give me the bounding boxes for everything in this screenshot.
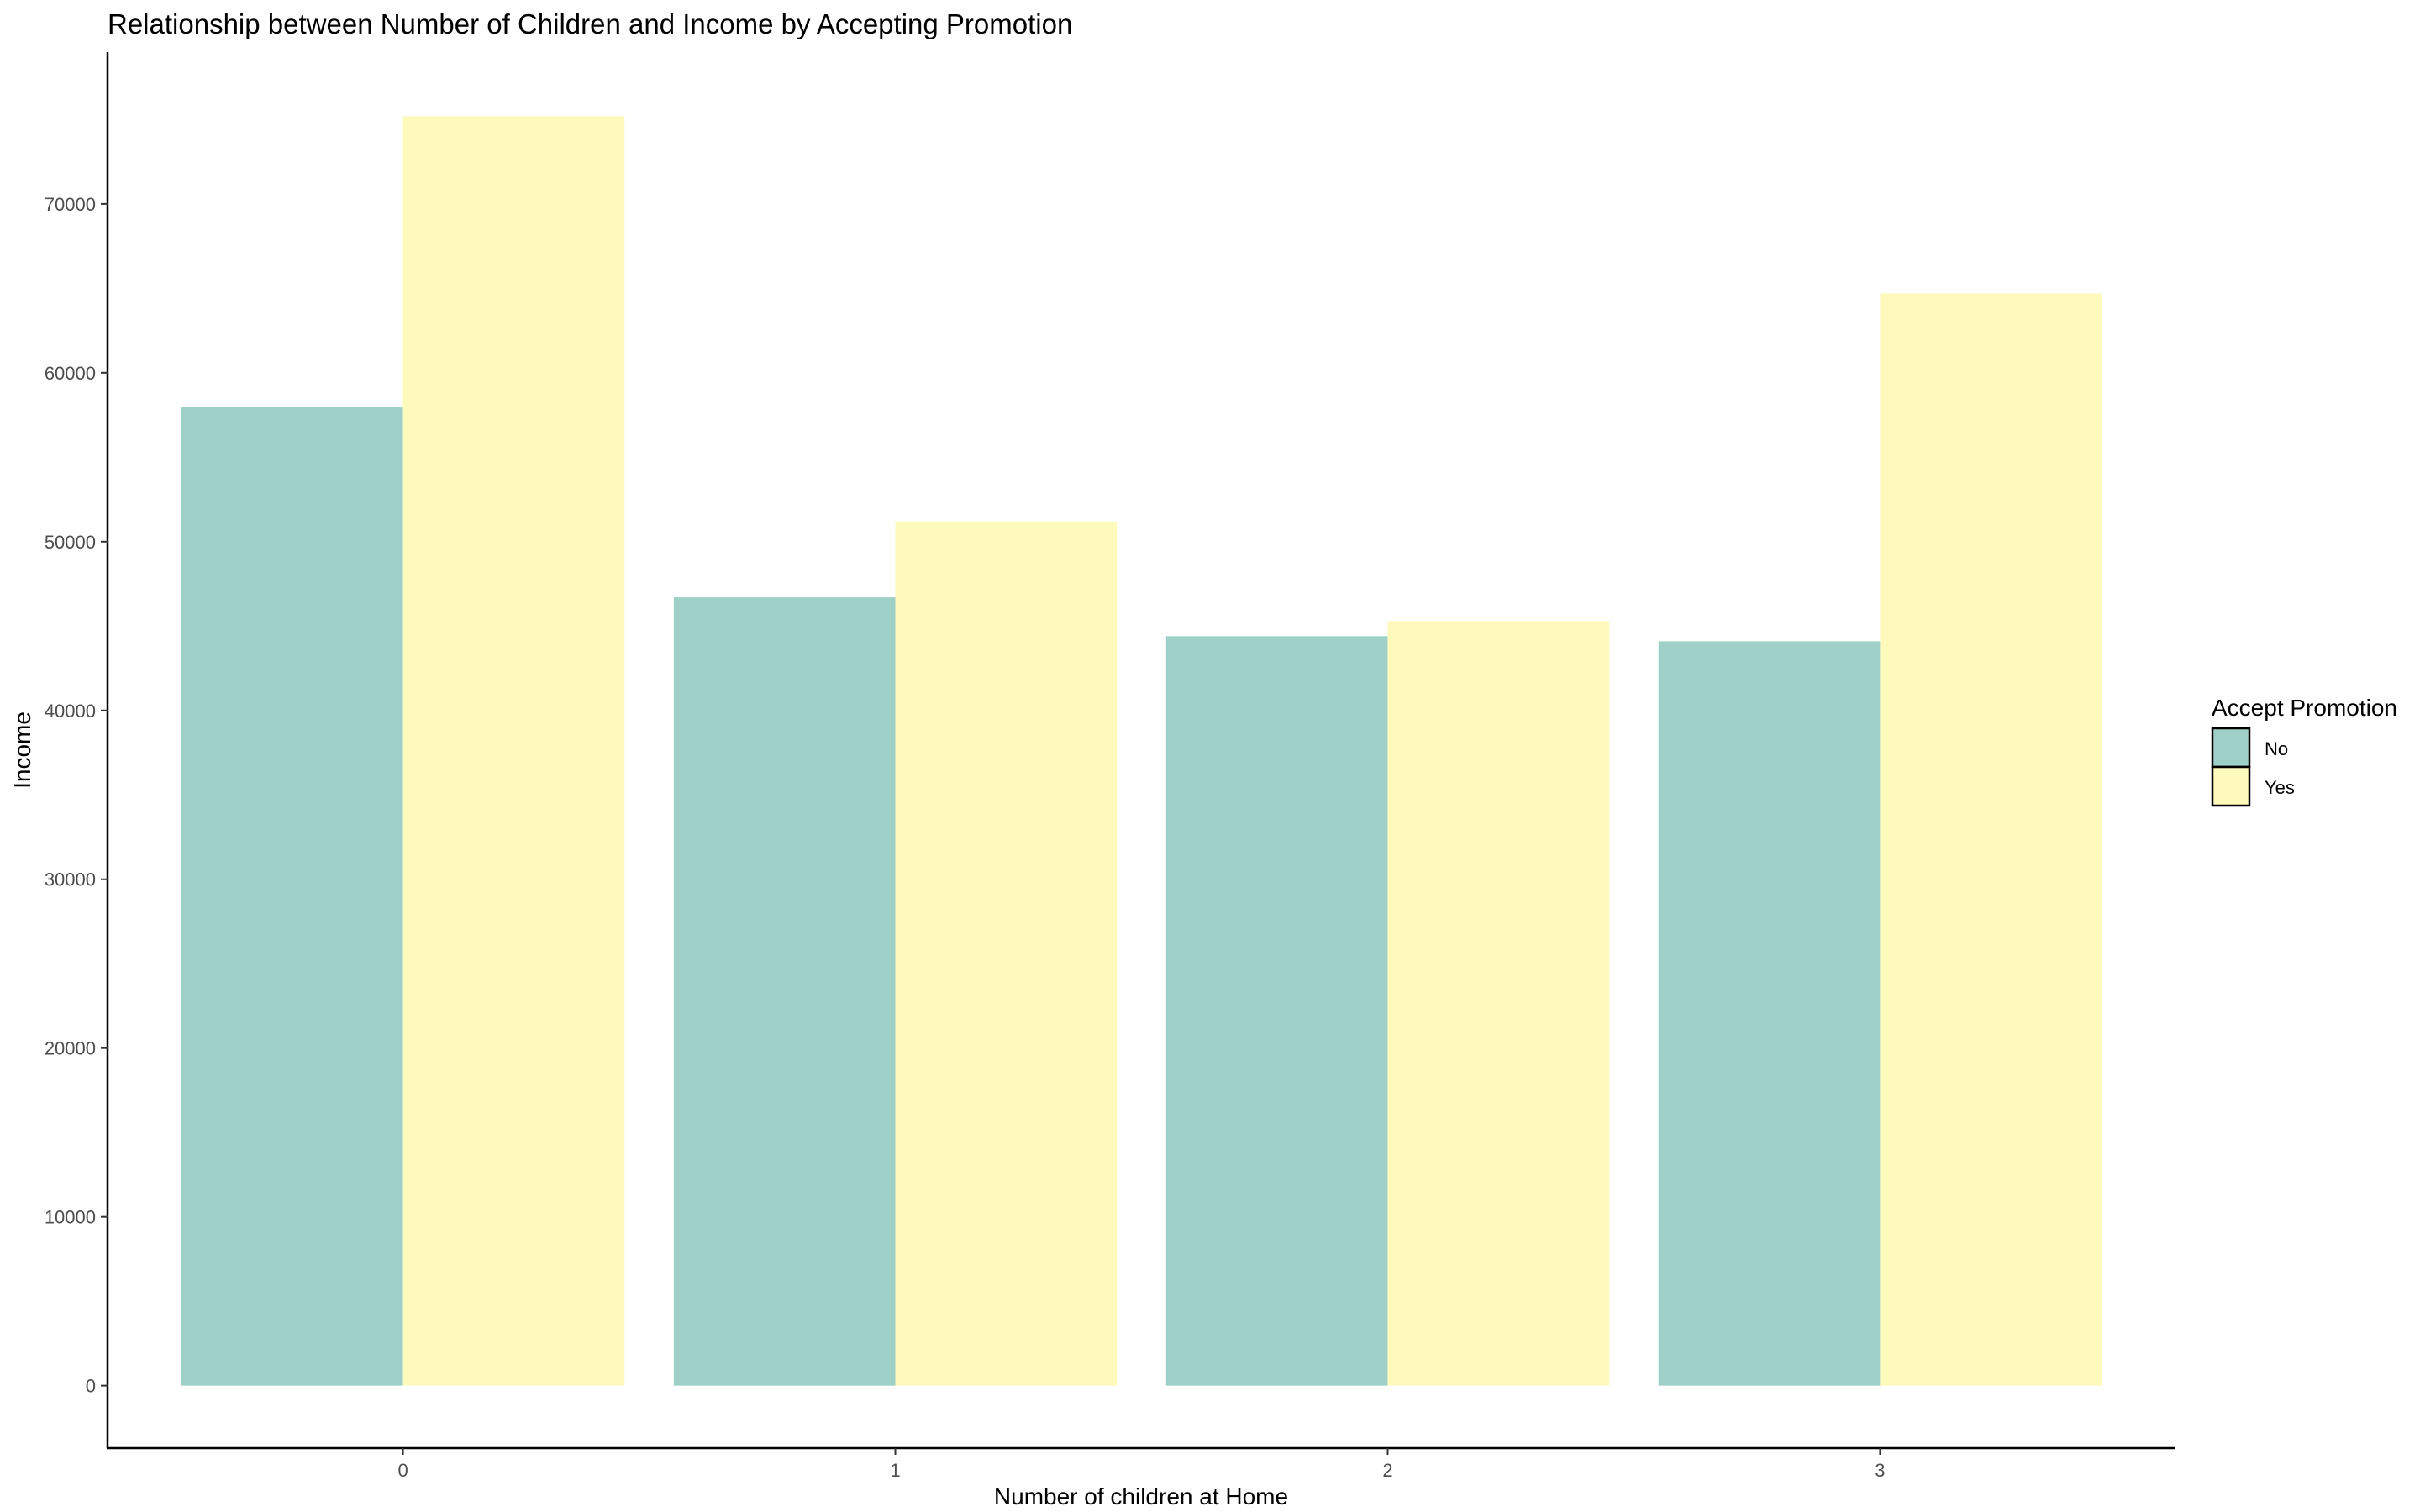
x-tick-label: 0 — [397, 1460, 408, 1481]
legend: Accept Promotion No Yes — [2211, 695, 2397, 807]
y-tick-label: 40000 — [45, 701, 96, 722]
x-axis-title: Number of children at Home — [994, 1483, 1288, 1509]
legend-swatch-no — [2211, 727, 2251, 769]
legend-label-no: No — [2265, 738, 2288, 759]
x-tick-label: 2 — [1382, 1460, 1392, 1481]
bar-yes-1 — [895, 521, 1118, 1386]
bar-no-3 — [1658, 641, 1881, 1386]
legend-label-yes: Yes — [2265, 777, 2295, 798]
y-axis-title: Income — [9, 711, 35, 789]
bar-no-1 — [673, 597, 896, 1386]
bar-no-0 — [181, 407, 403, 1386]
bars-group — [181, 116, 2102, 1386]
bar-yes-2 — [1387, 621, 1610, 1386]
x-tick-label: 1 — [890, 1460, 900, 1481]
y-tick-label: 50000 — [45, 532, 96, 553]
legend-swatch-yes — [2211, 765, 2251, 807]
y-tick-label: 30000 — [45, 869, 96, 890]
y-tick-label: 70000 — [45, 194, 96, 215]
bar-yes-0 — [402, 116, 625, 1386]
y-ticks-group: 0 10000 20000 30000 40000 50000 60000 70000 — [45, 194, 108, 1397]
chart-title: Relationship between Number of Children … — [108, 8, 1072, 39]
x-ticks-group: 0 1 2 3 — [397, 1448, 1886, 1481]
y-tick-label: 10000 — [45, 1207, 96, 1228]
bar-yes-3 — [1880, 293, 2102, 1386]
y-tick-label: 0 — [86, 1376, 96, 1397]
y-tick-label: 20000 — [45, 1038, 96, 1059]
bar-no-2 — [1165, 636, 1388, 1386]
x-tick-label: 3 — [1875, 1460, 1885, 1481]
y-tick-label: 60000 — [45, 363, 96, 384]
legend-title: Accept Promotion — [2212, 695, 2397, 721]
